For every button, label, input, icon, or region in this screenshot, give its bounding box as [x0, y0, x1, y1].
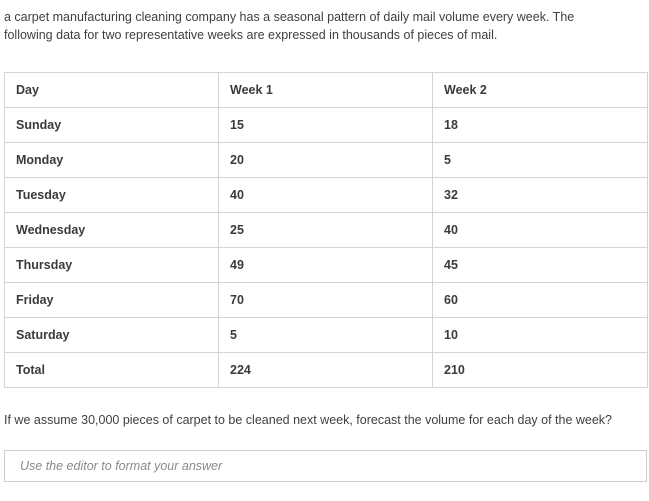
- week1-cell: 20: [218, 142, 433, 178]
- col-header-week2: Week 2: [432, 72, 648, 108]
- day-cell: Sunday: [4, 107, 219, 143]
- week1-cell: 25: [218, 212, 433, 248]
- col-header-day: Day: [4, 72, 219, 108]
- mail-volume-table: Day Week 1 Week 2 Sunday 15 18 Monday 20…: [4, 72, 648, 388]
- day-cell: Friday: [4, 282, 219, 318]
- week2-cell: 210: [432, 352, 648, 388]
- table-row-monday: Monday 20 5: [4, 142, 648, 178]
- table-row-sunday: Sunday 15 18: [4, 107, 648, 143]
- col-header-week1: Week 1: [218, 72, 433, 108]
- answer-editor[interactable]: Use the editor to format your answer: [4, 450, 647, 482]
- table-row-total: Total 224 210: [4, 352, 648, 388]
- table-row-tuesday: Tuesday 40 32: [4, 177, 648, 213]
- day-cell: Total: [4, 352, 219, 388]
- table-row-friday: Friday 70 60: [4, 282, 648, 318]
- day-cell: Saturday: [4, 317, 219, 353]
- editor-placeholder: Use the editor to format your answer: [20, 459, 223, 473]
- question-text: If we assume 30,000 pieces of carpet to …: [4, 413, 612, 427]
- week2-cell: 18: [432, 107, 648, 143]
- week2-cell: 40: [432, 212, 648, 248]
- week2-cell: 60: [432, 282, 648, 318]
- week2-cell: 5: [432, 142, 648, 178]
- week1-cell: 70: [218, 282, 433, 318]
- week2-cell: 32: [432, 177, 648, 213]
- intro-text: a carpet manufacturing cleaning company …: [4, 10, 575, 42]
- week1-cell: 40: [218, 177, 433, 213]
- table-row-saturday: Saturday 5 10: [4, 317, 648, 353]
- week1-cell: 15: [218, 107, 433, 143]
- day-cell: Thursday: [4, 247, 219, 283]
- day-cell: Monday: [4, 142, 219, 178]
- table-header-row: Day Week 1 Week 2: [4, 72, 648, 108]
- day-cell: Tuesday: [4, 177, 219, 213]
- week1-cell: 224: [218, 352, 433, 388]
- table-row-wednesday: Wednesday 25 40: [4, 212, 648, 248]
- table-row-thursday: Thursday 49 45: [4, 247, 648, 283]
- week2-cell: 45: [432, 247, 648, 283]
- day-cell: Wednesday: [4, 212, 219, 248]
- week1-cell: 49: [218, 247, 433, 283]
- week1-cell: 5: [218, 317, 433, 353]
- week2-cell: 10: [432, 317, 648, 353]
